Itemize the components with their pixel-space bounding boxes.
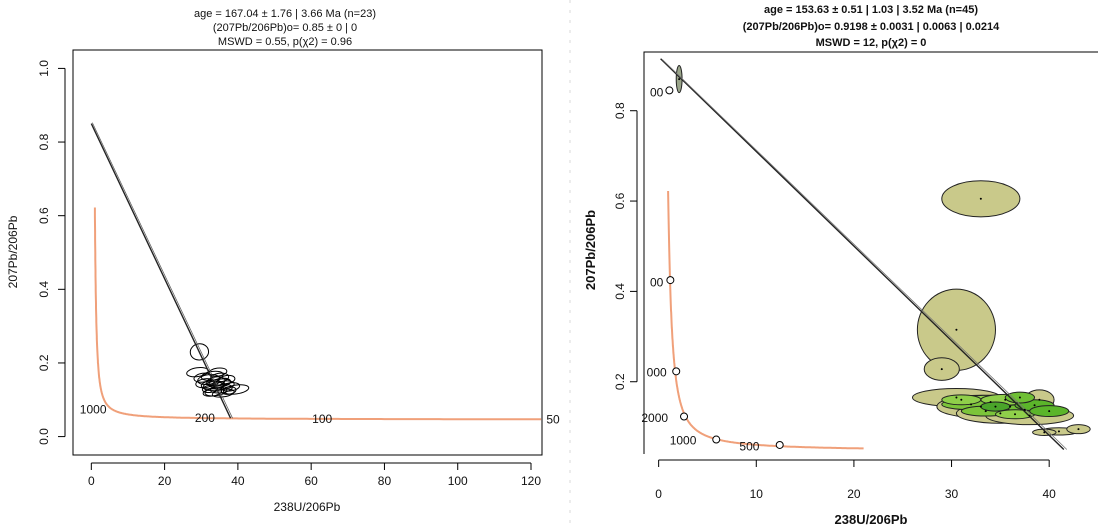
ellipse-center-dot	[1043, 431, 1046, 434]
left-isochron-line	[90, 123, 232, 419]
ellipse-center-dot	[1004, 398, 1007, 401]
ellipse-center-dot	[940, 368, 943, 371]
right-isochron-envelope	[662, 59, 1068, 450]
left-y-tick-label: 1.0	[37, 60, 51, 77]
right-y-tick-label: 0.4	[613, 283, 627, 300]
right-concordia-age-label: 00	[650, 86, 664, 100]
left-concordia-curve	[93, 207, 542, 421]
ellipse-center-dot	[984, 410, 987, 413]
ellipse-center-dot	[1018, 396, 1021, 399]
left-x-tick-label: 60	[304, 474, 318, 488]
left-title-line-1: age = 167.04 ± 1.76 | 3.66 Ma (n=23)	[194, 8, 376, 20]
left-x-tick-label: 0	[88, 474, 95, 488]
right-plot-frame	[643, 51, 1098, 454]
right-y-tick-label: 0.2	[613, 373, 627, 390]
right-x-tick-label: 10	[750, 487, 764, 501]
left-concordia-age-label: 50	[546, 412, 560, 426]
ellipse-center-dot	[1077, 428, 1080, 431]
left-x-axis-label: 238U/206Pb	[274, 500, 341, 514]
ellipse-center-dot	[960, 398, 963, 401]
error-ellipse	[186, 367, 209, 378]
ellipse-center-dot	[955, 396, 958, 399]
left-title-line-2: (207Pb/206Pb)o= 0.85 ± 0 | 0	[213, 22, 357, 34]
right-x-axis: 0 10 20 30 40	[655, 459, 1057, 501]
ellipse-center-dot	[989, 401, 992, 404]
left-x-tick-label: 100	[448, 474, 468, 488]
ellipse-center-dot	[979, 405, 982, 408]
right-x-axis-label: 238U/206Pb	[835, 512, 908, 527]
ellipse-center-dot	[678, 78, 681, 81]
left-x-tick-label: 20	[158, 474, 172, 488]
error-ellipse	[200, 380, 217, 390]
error-ellipse	[220, 386, 237, 395]
concordia-age-marker	[712, 435, 721, 444]
right-concordia-curve	[667, 190, 864, 450]
right-title-line-2: (207Pb/206Pb)o= 0.9198 ± 0.0031 | 0.0063…	[743, 21, 1000, 33]
right-x-tick-label: 0	[655, 487, 662, 501]
concordia-age-marker	[666, 276, 675, 285]
concordia-age-marker	[680, 412, 689, 421]
ellipse-center-dot	[999, 412, 1002, 415]
right-y-tick-label: 0.8	[613, 102, 627, 119]
left-isochron-envelope	[92, 122, 233, 419]
ellipse-center-dot	[955, 328, 958, 331]
concordia-age-marker	[665, 86, 674, 95]
left-y-tick-label: 0.8	[37, 133, 51, 150]
ellipse-center-dot	[1057, 430, 1060, 433]
ellipse-center-dot	[1023, 408, 1026, 411]
ellipse-center-dot	[970, 403, 973, 406]
left-concordia-age-label: 200	[195, 411, 215, 425]
left-y-axis-label: 207Pb/206Pb	[6, 215, 20, 288]
error-ellipse	[222, 384, 250, 395]
right-x-tick-label: 20	[847, 487, 861, 501]
ellipse-center-dot	[1014, 413, 1017, 416]
right-concordia-age-markers	[665, 86, 784, 449]
right-ellipse-centers	[678, 78, 1080, 434]
left-x-tick-label: 120	[521, 474, 541, 488]
right-concordia-age-label: 1000	[670, 433, 697, 447]
right-concordia-age-label: 2000	[641, 411, 668, 425]
left-concordia-age-label: 1000	[80, 403, 107, 417]
right-concordia-age-label: 000	[647, 366, 667, 380]
right-concordia-age-label: 500	[739, 439, 759, 453]
left-y-tick-label: 0.2	[37, 354, 51, 371]
ellipse-center-dot	[994, 405, 997, 408]
right-y-axis-label: 207Pb/206Pb	[583, 210, 598, 290]
error-ellipse	[189, 343, 210, 361]
left-x-tick-label: 80	[378, 474, 392, 488]
right-x-tick-label: 40	[1043, 487, 1057, 501]
left-concordia-panel: age = 167.04 ± 1.76 | 3.66 Ma (n=23) (20…	[6, 8, 560, 514]
left-y-tick-label: 0.4	[37, 281, 51, 298]
left-y-tick-label: 0.0	[37, 428, 51, 445]
ellipse-center-dot	[1038, 398, 1041, 401]
left-plot-frame	[72, 49, 543, 456]
ellipse-center-dot	[1028, 414, 1031, 417]
ellipse-center-dot	[1048, 410, 1051, 413]
right-title-line-1: age = 153.63 ± 0.51 | 1.03 | 3.52 Ma (n=…	[764, 4, 978, 16]
right-x-tick-label: 30	[945, 487, 959, 501]
right-ellipses-group	[675, 65, 1091, 436]
ellipse-center-dot	[1009, 405, 1012, 408]
ellipse-center-dot	[979, 197, 982, 200]
left-title-line-3: MSWD = 0.55, p(χ2) = 0.96	[218, 36, 352, 48]
left-concordia-age-label: 100	[312, 412, 332, 426]
right-y-tick-label: 0.6	[613, 192, 627, 209]
right-concordia-age-label: 00	[650, 275, 664, 289]
left-x-tick-label: 40	[231, 474, 245, 488]
right-title-line-3: MSWD = 12, p(χ2) = 0	[816, 37, 927, 49]
ellipse-center-dot	[1033, 404, 1036, 407]
concordia-age-marker	[775, 440, 784, 449]
right-isochron-line	[660, 58, 1065, 450]
left-x-axis: 0 20 40 60 80 100 120	[88, 462, 541, 488]
right-concordia-panel: age = 153.63 ± 0.51 | 1.03 | 3.52 Ma (n=…	[583, 4, 1098, 527]
concordia-age-marker	[672, 367, 681, 376]
left-y-axis: 0.0 0.2 0.4 0.6 0.8 1.0	[37, 60, 66, 445]
right-y-axis: 0.2 0.4 0.6 0.8	[613, 102, 638, 390]
left-y-tick-label: 0.6	[37, 207, 51, 224]
